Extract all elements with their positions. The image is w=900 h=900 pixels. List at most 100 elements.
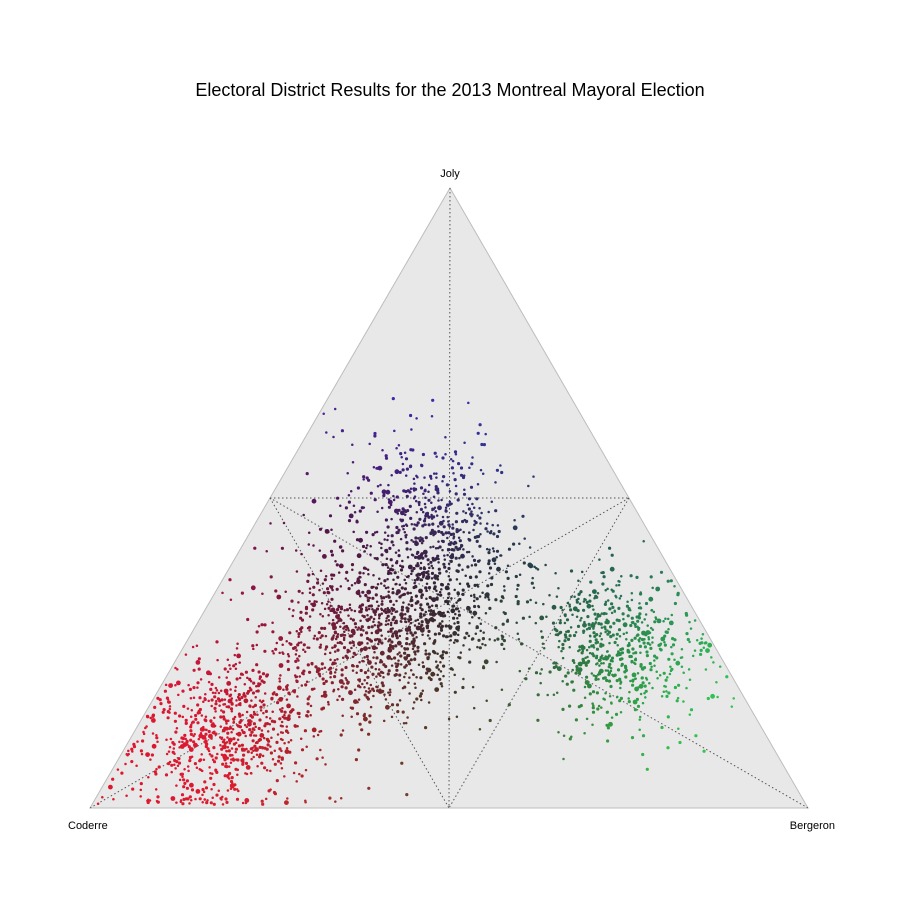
- district-point: [403, 613, 407, 616]
- district-point: [376, 582, 380, 586]
- district-point: [373, 624, 377, 627]
- district-point: [422, 492, 425, 496]
- district-point: [434, 547, 438, 550]
- district-point: [253, 546, 257, 550]
- district-point: [195, 660, 201, 665]
- district-point: [131, 750, 134, 753]
- district-point: [288, 692, 291, 696]
- district-point: [648, 631, 652, 635]
- district-point: [229, 761, 233, 764]
- district-point: [453, 450, 458, 454]
- district-point: [210, 704, 213, 708]
- district-point: [120, 771, 124, 775]
- district-point: [360, 647, 364, 652]
- district-point: [604, 588, 607, 592]
- district-point: [322, 591, 326, 595]
- district-point: [384, 610, 388, 615]
- district-point: [440, 498, 443, 502]
- district-point: [407, 620, 411, 623]
- district-point: [390, 657, 393, 661]
- district-point: [436, 664, 440, 667]
- district-point: [404, 510, 408, 514]
- district-point: [300, 552, 303, 556]
- district-point: [254, 696, 257, 699]
- district-point: [320, 601, 324, 605]
- guide-lines: [89, 187, 809, 809]
- district-point: [446, 547, 450, 551]
- district-point: [471, 615, 474, 619]
- district-point: [594, 638, 598, 642]
- district-point: [410, 539, 413, 542]
- district-point: [298, 772, 301, 776]
- district-point: [421, 510, 425, 514]
- district-point: [600, 612, 604, 615]
- district-point: [397, 554, 401, 558]
- district-point: [365, 608, 369, 612]
- district-point: [622, 632, 626, 636]
- district-point: [350, 563, 355, 567]
- district-point: [130, 747, 134, 751]
- district-point: [236, 653, 242, 659]
- district-point: [406, 591, 410, 595]
- district-point: [667, 691, 671, 695]
- district-point: [590, 644, 594, 648]
- district-point: [356, 700, 359, 704]
- district-point: [401, 686, 405, 690]
- district-point: [426, 602, 430, 606]
- district-point: [593, 634, 597, 639]
- district-point: [667, 628, 670, 631]
- district-point: [387, 630, 390, 633]
- district-point: [545, 615, 548, 619]
- district-point: [206, 670, 211, 676]
- district-point: [515, 621, 518, 624]
- district-point: [421, 665, 426, 669]
- district-point: [189, 696, 193, 700]
- district-point: [470, 462, 474, 466]
- district-point: [419, 536, 422, 539]
- district-point: [641, 681, 645, 685]
- district-point: [495, 468, 499, 472]
- district-point: [451, 523, 454, 526]
- district-point: [206, 747, 210, 751]
- district-point: [331, 618, 335, 622]
- district-point: [651, 636, 654, 639]
- district-point: [377, 638, 381, 642]
- district-point: [309, 704, 313, 708]
- district-point: [468, 575, 473, 579]
- district-point: [583, 696, 587, 700]
- district-point: [416, 521, 420, 525]
- district-point: [617, 619, 621, 623]
- district-point: [180, 793, 185, 797]
- district-point: [292, 771, 296, 775]
- district-point: [670, 645, 673, 649]
- district-point: [351, 669, 355, 672]
- district-point: [248, 677, 252, 682]
- district-point: [647, 637, 651, 641]
- district-point: [606, 726, 611, 730]
- district-point: [319, 612, 322, 616]
- district-point: [223, 698, 227, 701]
- district-point: [165, 738, 168, 742]
- district-point: [405, 642, 409, 646]
- district-point: [438, 677, 442, 681]
- district-point: [275, 779, 279, 783]
- district-point: [228, 742, 232, 745]
- district-point: [680, 665, 684, 668]
- district-point: [501, 637, 504, 641]
- district-point: [328, 584, 332, 588]
- district-point: [638, 637, 642, 640]
- district-point: [265, 550, 268, 553]
- district-point: [409, 617, 413, 622]
- district-point: [471, 513, 474, 516]
- district-point: [487, 551, 491, 555]
- district-point: [384, 698, 388, 701]
- district-point: [219, 743, 222, 747]
- district-point: [627, 697, 630, 700]
- district-point: [427, 498, 431, 502]
- district-point: [155, 733, 158, 737]
- district-point: [355, 664, 359, 668]
- district-point: [404, 474, 408, 477]
- district-point: [372, 573, 375, 577]
- district-point: [173, 763, 176, 766]
